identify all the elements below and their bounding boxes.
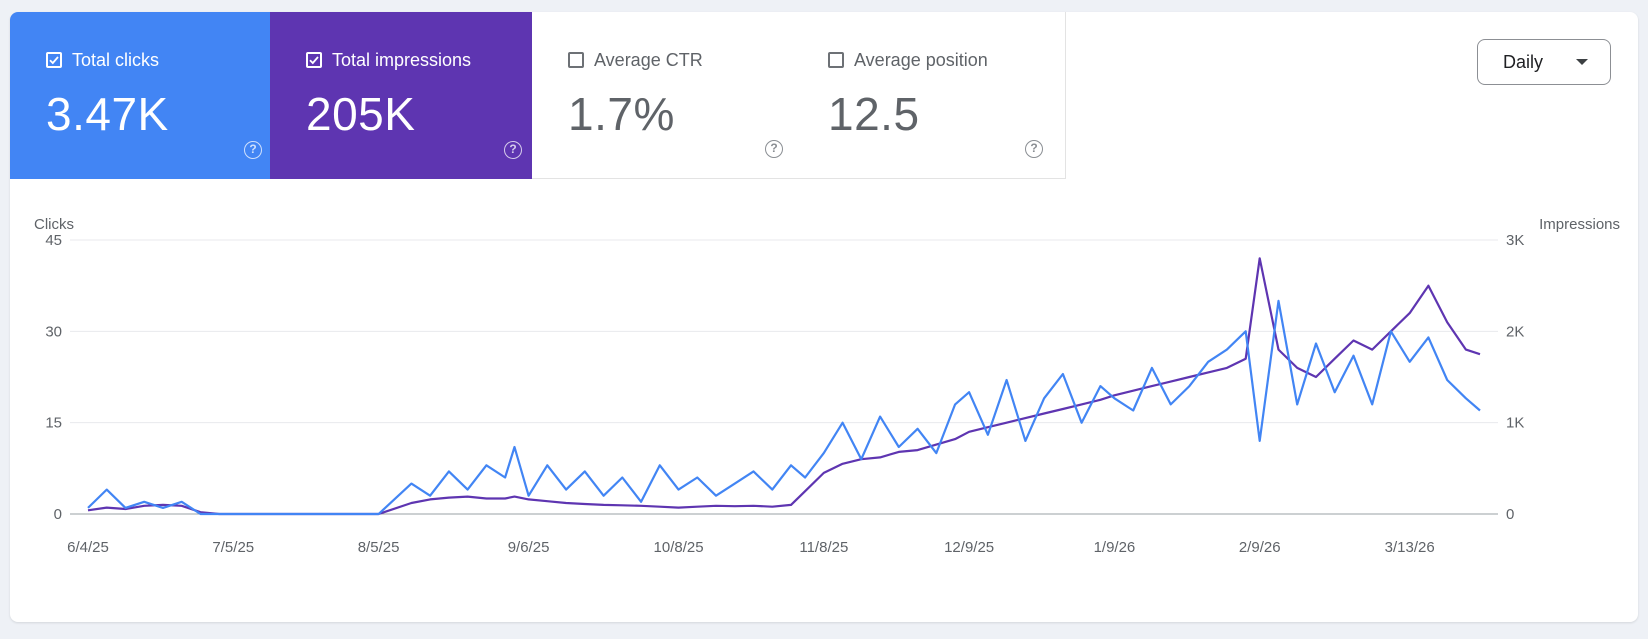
help-icon[interactable]: ? <box>244 141 262 159</box>
help-icon[interactable]: ? <box>504 141 522 159</box>
left-tick-label: 0 <box>54 506 62 523</box>
checkbox-checked-icon[interactable] <box>46 52 62 68</box>
metric-label: Total impressions <box>332 50 472 70</box>
arrow-drop-down-icon <box>1576 59 1588 65</box>
right-tick-label: 1K <box>1506 415 1524 432</box>
x-tick-label: 11/8/25 <box>799 539 848 556</box>
period-value: Daily <box>1503 51 1544 72</box>
x-tick-label: 6/4/25 <box>67 539 109 556</box>
metric-label: Total clicks <box>72 50 160 70</box>
checkbox-unchecked-icon[interactable] <box>568 52 584 68</box>
left-tick-label: 45 <box>45 232 62 249</box>
right-axis-title: Impressions <box>1539 216 1620 233</box>
left-axis-title: Clicks <box>34 216 74 233</box>
help-icon[interactable]: ? <box>765 140 783 158</box>
x-tick-label: 12/9/25 <box>944 539 994 556</box>
x-tick-label: 2/9/26 <box>1239 539 1281 556</box>
series-line-total-impressions <box>87 257 1481 516</box>
help-icon[interactable]: ? <box>1025 140 1043 158</box>
performance-card: Total clicks 3.47K ? Total impressions 2… <box>10 12 1638 622</box>
metric-value: 12.5 <box>828 88 920 140</box>
metric-label: Average CTR <box>594 50 703 70</box>
x-tick-label: 10/8/25 <box>654 539 704 556</box>
checkbox-checked-icon[interactable] <box>306 52 322 68</box>
period-dropdown[interactable]: Daily <box>1477 39 1611 85</box>
metric-average-ctr[interactable]: Average CTR 1.7% ? <box>532 12 806 179</box>
metric-value: 1.7% <box>568 88 675 140</box>
metric-total-clicks[interactable]: Total clicks 3.47K ? <box>10 12 284 179</box>
x-tick-label: 1/9/26 <box>1094 539 1136 556</box>
metric-total-impressions[interactable]: Total impressions 205K ? <box>270 12 544 179</box>
left-tick-label: 15 <box>45 415 62 432</box>
metric-value: 3.47K <box>46 88 169 140</box>
performance-chart: Clicks Impressions 45 3K 30 2K 15 1K 0 0 6/4/25 7… <box>34 216 1620 556</box>
series-line-total-clicks <box>87 299 1481 516</box>
checkbox-unchecked-icon[interactable] <box>828 52 844 68</box>
x-tick-label: 9/6/25 <box>508 539 550 556</box>
x-tick-label: 7/5/25 <box>212 539 254 556</box>
x-tick-label: 3/13/26 <box>1385 539 1435 556</box>
right-tick-label: 0 <box>1506 506 1514 523</box>
metric-average-position[interactable]: Average position 12.5 ? <box>792 12 1066 179</box>
x-tick-label: 8/5/25 <box>358 539 400 556</box>
metric-label: Average position <box>854 50 988 70</box>
right-tick-label: 3K <box>1506 232 1524 249</box>
left-tick-label: 30 <box>45 323 62 340</box>
metric-value: 205K <box>306 88 416 140</box>
right-tick-label: 2K <box>1506 323 1524 340</box>
